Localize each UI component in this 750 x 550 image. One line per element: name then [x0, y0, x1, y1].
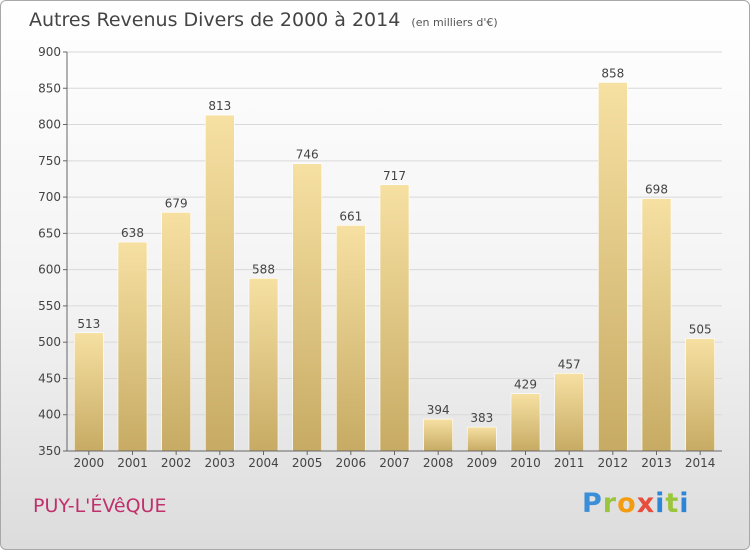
x-tick-label: 2006 [336, 456, 367, 470]
proxiti-logo[interactable]: Proxiti [582, 488, 690, 519]
x-tick-label: 2014 [685, 456, 716, 470]
data-label-2009: 383 [470, 411, 493, 425]
bar-2005 [292, 163, 322, 452]
y-tick-label: 350 [38, 444, 61, 458]
axes: 350 400 450 500 550 600 650 700 750 800 850 900 2000… [38, 45, 722, 470]
x-tick-label: 2009 [467, 456, 498, 470]
y-tick-label: 700 [38, 190, 61, 204]
bars: 513 638 679 813 588 746 661 717 394 383 429 457 858 6… [74, 66, 715, 452]
data-label-2006: 661 [339, 209, 362, 223]
bar-2004 [248, 278, 279, 452]
bar-2001 [117, 241, 148, 452]
x-tick-label: 2002 [161, 456, 192, 470]
bar-2007 [379, 184, 410, 452]
y-tick-label: 600 [38, 263, 61, 277]
data-label-2002: 679 [165, 196, 188, 210]
y-tick-label: 800 [38, 118, 61, 132]
logo-letter: P [582, 488, 603, 519]
x-tick-label: 2005 [292, 456, 323, 470]
x-tick-label: 2013 [641, 456, 672, 470]
data-label-2010: 429 [514, 378, 537, 392]
logo-letter: r [602, 488, 618, 519]
data-label-2000: 513 [77, 317, 100, 331]
bar-2010 [510, 393, 541, 452]
logo-letter: t [665, 488, 680, 519]
x-tick-label: 2008 [423, 456, 454, 470]
logo-letter: i [655, 488, 666, 519]
y-tick-label: 650 [38, 226, 61, 240]
bar-2000 [74, 332, 104, 452]
y-tick-label: 850 [38, 81, 61, 95]
data-label-2013: 698 [645, 183, 668, 197]
x-tick-label: 2012 [598, 456, 629, 470]
data-label-2001: 638 [121, 226, 144, 240]
bar-2002 [161, 212, 191, 452]
x-tick-label: 2000 [74, 456, 105, 470]
bar-2012 [598, 82, 628, 452]
y-tick-label: 550 [38, 299, 61, 313]
logo-letter: o [617, 488, 637, 519]
data-label-2005: 746 [296, 148, 319, 162]
x-tick-label: 2001 [117, 456, 148, 470]
bar-2013 [641, 198, 672, 452]
x-tick-label: 2007 [379, 456, 410, 470]
logo-letter: x [636, 488, 656, 519]
bar-2011 [554, 373, 584, 452]
chart-title: Autres Revenus Divers de 2000 à 2014 [29, 9, 401, 31]
bar-2008 [423, 418, 453, 452]
bar-2014 [685, 338, 715, 452]
data-label-2003: 813 [208, 99, 231, 113]
y-tick-label: 400 [38, 408, 61, 422]
bar-2003 [205, 114, 235, 452]
chart-subtitle: (en milliers d'€) [411, 16, 498, 29]
y-tick-label: 750 [38, 154, 61, 168]
y-tick-label: 900 [38, 45, 61, 59]
data-label-2007: 717 [383, 169, 406, 183]
data-label-2012: 858 [601, 66, 624, 80]
commune-name: PUY-L'ÉVêQUE [33, 495, 167, 517]
x-tick-label: 2004 [248, 456, 279, 470]
x-tick-label: 2010 [510, 456, 541, 470]
x-tick-label: 2011 [554, 456, 585, 470]
logo-letter: i [679, 488, 690, 519]
bar-2009 [467, 426, 497, 452]
data-label-2014: 505 [689, 323, 712, 337]
y-tick-label: 450 [38, 371, 61, 385]
title-row: Autres Revenus Divers de 2000 à 2014 (en… [29, 9, 498, 31]
bar-2006 [336, 225, 366, 452]
data-label-2004: 588 [252, 262, 275, 276]
x-tick-label: 2003 [205, 456, 236, 470]
data-label-2008: 394 [427, 403, 450, 417]
y-tick-label: 500 [38, 335, 61, 349]
data-label-2011: 457 [558, 357, 581, 371]
